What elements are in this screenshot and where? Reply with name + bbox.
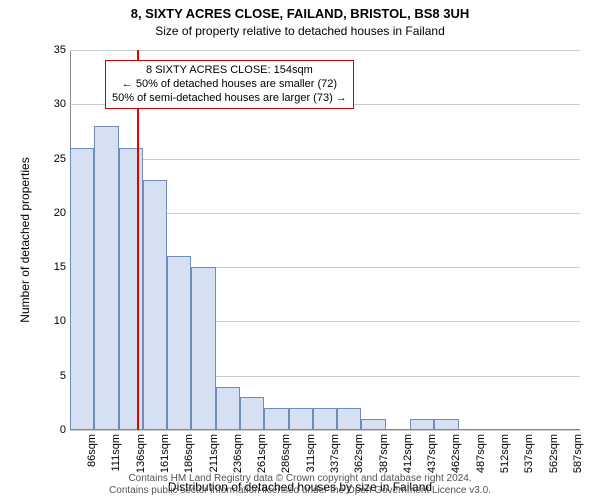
- x-tick-label: 487sqm: [475, 434, 487, 473]
- x-tick-label: 462sqm: [450, 434, 462, 473]
- y-tick-label: 15: [36, 261, 66, 273]
- x-tick-label: 211sqm: [208, 434, 220, 472]
- histogram-chart: 8, SIXTY ACRES CLOSE, FAILAND, BRISTOL, …: [0, 0, 600, 500]
- annotation-line-3: 50% of semi-detached houses are larger (…: [112, 92, 347, 106]
- x-tick-label: 437sqm: [426, 434, 438, 473]
- y-tick-label: 35: [36, 44, 66, 56]
- x-tick-label: 86sqm: [86, 434, 98, 467]
- x-tick-label: 286sqm: [280, 434, 292, 473]
- histogram-bar: [240, 397, 264, 430]
- histogram-bar: [289, 408, 313, 430]
- attribution-line-2: Contains public sector information licen…: [0, 485, 600, 497]
- histogram-bar: [143, 180, 167, 430]
- x-tick-label: 387sqm: [378, 434, 390, 473]
- histogram-bar: [361, 419, 385, 430]
- y-tick-label: 30: [36, 98, 66, 110]
- histogram-bar: [264, 408, 288, 430]
- histogram-bar: [337, 408, 361, 430]
- annotation-line-1: 8 SIXTY ACRES CLOSE: 154sqm: [112, 64, 347, 78]
- chart-title-line1: 8, SIXTY ACRES CLOSE, FAILAND, BRISTOL, …: [0, 6, 600, 21]
- x-tick-label: 186sqm: [183, 434, 195, 473]
- histogram-bar: [313, 408, 337, 430]
- histogram-bar: [70, 148, 94, 430]
- x-tick-label: 362sqm: [353, 434, 365, 473]
- y-axis-label: Number of detached properties: [18, 157, 32, 322]
- y-tick-label: 20: [36, 207, 66, 219]
- x-tick-label: 337sqm: [329, 434, 341, 473]
- histogram-bar: [410, 419, 434, 430]
- histogram-bar: [216, 387, 240, 430]
- y-tick-label: 0: [36, 424, 66, 436]
- gridline: [70, 159, 580, 160]
- chart-title-line2: Size of property relative to detached ho…: [0, 24, 600, 38]
- x-tick-label: 412sqm: [402, 434, 414, 473]
- x-tick-label: 562sqm: [548, 434, 560, 473]
- x-tick-label: 111sqm: [110, 434, 122, 472]
- y-axis-label-container: Number of detached properties: [18, 50, 32, 430]
- histogram-bar: [167, 256, 191, 430]
- annotation-line-2: ← 50% of detached houses are smaller (72…: [112, 78, 347, 92]
- attribution-text: Contains HM Land Registry data © Crown c…: [0, 473, 600, 497]
- y-tick-label: 25: [36, 153, 66, 165]
- histogram-bar: [119, 148, 143, 430]
- attribution-line-1: Contains HM Land Registry data © Crown c…: [0, 473, 600, 485]
- x-tick-label: 236sqm: [232, 434, 244, 473]
- x-tick-label: 311sqm: [305, 434, 317, 472]
- y-tick-label: 10: [36, 315, 66, 327]
- x-tick-label: 537sqm: [523, 434, 535, 473]
- x-tick-label: 587sqm: [572, 434, 584, 473]
- x-tick-label: 161sqm: [159, 434, 171, 473]
- gridline: [70, 50, 580, 51]
- y-tick-label: 5: [36, 370, 66, 382]
- histogram-bar: [191, 267, 215, 430]
- x-tick-label: 261sqm: [256, 434, 268, 473]
- histogram-bar: [434, 419, 458, 430]
- gridline: [70, 430, 580, 431]
- histogram-bar: [94, 126, 118, 430]
- x-tick-label: 512sqm: [499, 434, 511, 473]
- marker-annotation-box: 8 SIXTY ACRES CLOSE: 154sqm ← 50% of det…: [105, 60, 354, 109]
- x-tick-label: 136sqm: [135, 434, 147, 473]
